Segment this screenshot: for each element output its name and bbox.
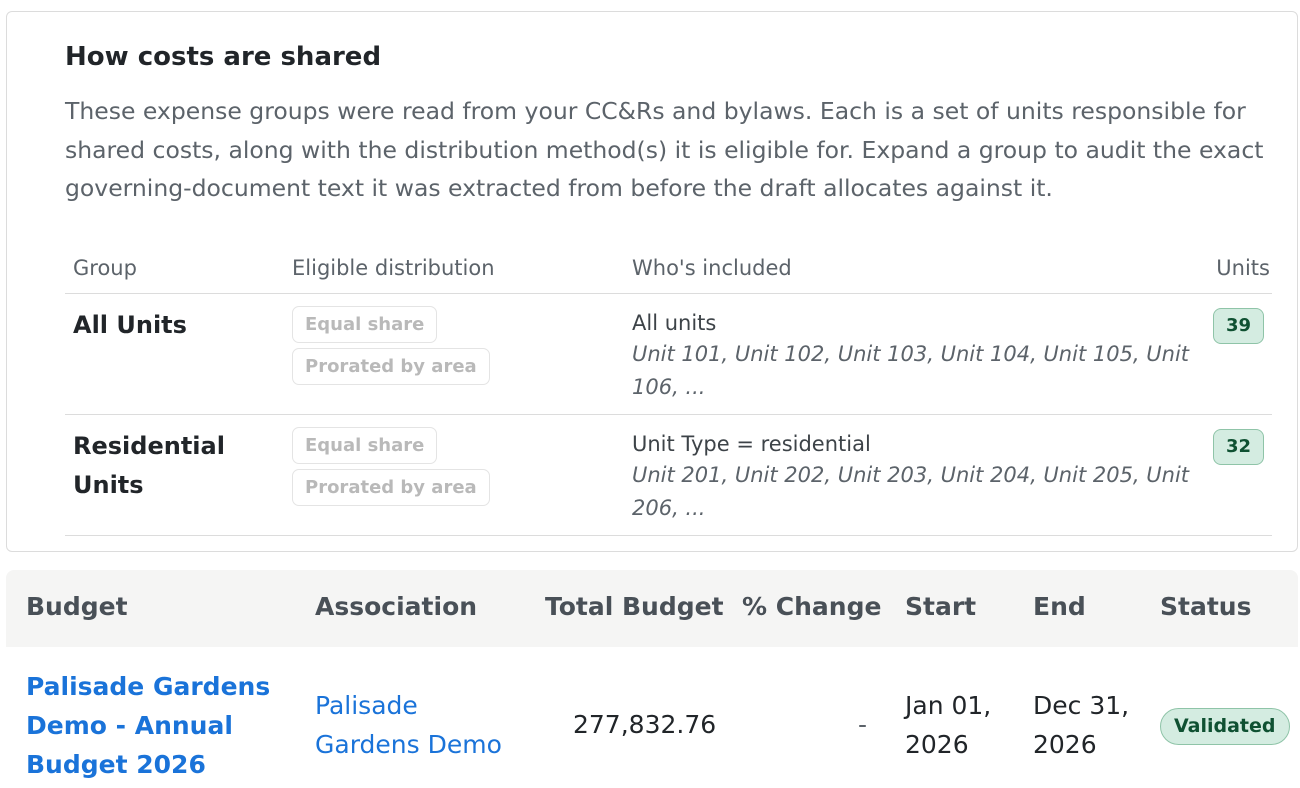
method-chip: Prorated by area <box>292 348 490 385</box>
unit-count-badge: 32 <box>1213 429 1264 465</box>
budgets-table: Budget Association Total Budget % Change… <box>6 570 1298 788</box>
column-header-status[interactable]: Status <box>1160 592 1252 621</box>
distribution-methods: Equal share Prorated by area <box>292 427 490 511</box>
membership-rule: Unit Type = residential <box>632 432 871 456</box>
column-header-units: Units <box>1216 256 1270 280</box>
method-chip: Equal share <box>292 306 438 343</box>
budget-name-link[interactable]: Palisade Gardens Demo - Annual Budget 20… <box>26 672 271 779</box>
method-chip: Equal share <box>292 427 438 464</box>
distribution-methods: Equal share Prorated by area <box>292 306 490 390</box>
cost-sharing-card: How costs are shared These expense group… <box>6 11 1298 552</box>
column-header-budget[interactable]: Budget <box>26 592 128 621</box>
column-header-start[interactable]: Start <box>905 592 977 621</box>
start-date: Jan 01, 2026 <box>905 691 992 759</box>
method-chip: Prorated by area <box>292 469 490 506</box>
end-date: Dec 31, 2026 <box>1033 691 1130 759</box>
groups-table-header: Group Eligible distribution Who's includ… <box>65 240 1272 294</box>
percent-change-value: - <box>858 710 868 739</box>
expense-group-row[interactable]: All Units Equal share Prorated by area A… <box>65 294 1272 415</box>
status-badge: Validated <box>1160 708 1290 745</box>
unit-list: Unit 101, Unit 102, Unit 103, Unit 104, … <box>632 342 1190 399</box>
group-members: All units Unit 101, Unit 102, Unit 103, … <box>632 308 1192 404</box>
expense-groups-table: Group Eligible distribution Who's includ… <box>65 240 1272 536</box>
column-header-included: Who's included <box>632 256 792 280</box>
group-members: Unit Type = residential Unit 201, Unit 2… <box>632 429 1192 525</box>
unit-count-badge: 39 <box>1213 308 1264 344</box>
column-header-total-budget[interactable]: Total Budget <box>545 592 724 621</box>
column-header-change[interactable]: % Change <box>742 592 882 621</box>
unit-list: Unit 201, Unit 202, Unit 203, Unit 204, … <box>632 463 1190 520</box>
expense-group-row[interactable]: Residential Units Equal share Prorated b… <box>65 415 1272 536</box>
total-budget-value: 277,832.76 <box>573 710 717 739</box>
budgets-table-header: Budget Association Total Budget % Change… <box>6 570 1298 647</box>
association-link[interactable]: Palisade Gardens Demo <box>315 691 502 759</box>
column-header-group: Group <box>73 256 137 280</box>
card-title: How costs are shared <box>65 42 382 72</box>
column-header-distribution: Eligible distribution <box>292 256 495 280</box>
group-name[interactable]: All Units <box>73 311 187 339</box>
membership-rule: All units <box>632 311 717 335</box>
column-header-association[interactable]: Association <box>315 592 478 621</box>
group-name[interactable]: Residential Units <box>73 432 225 499</box>
card-description: These expense groups were read from your… <box>65 97 1264 202</box>
column-header-end[interactable]: End <box>1033 592 1086 621</box>
